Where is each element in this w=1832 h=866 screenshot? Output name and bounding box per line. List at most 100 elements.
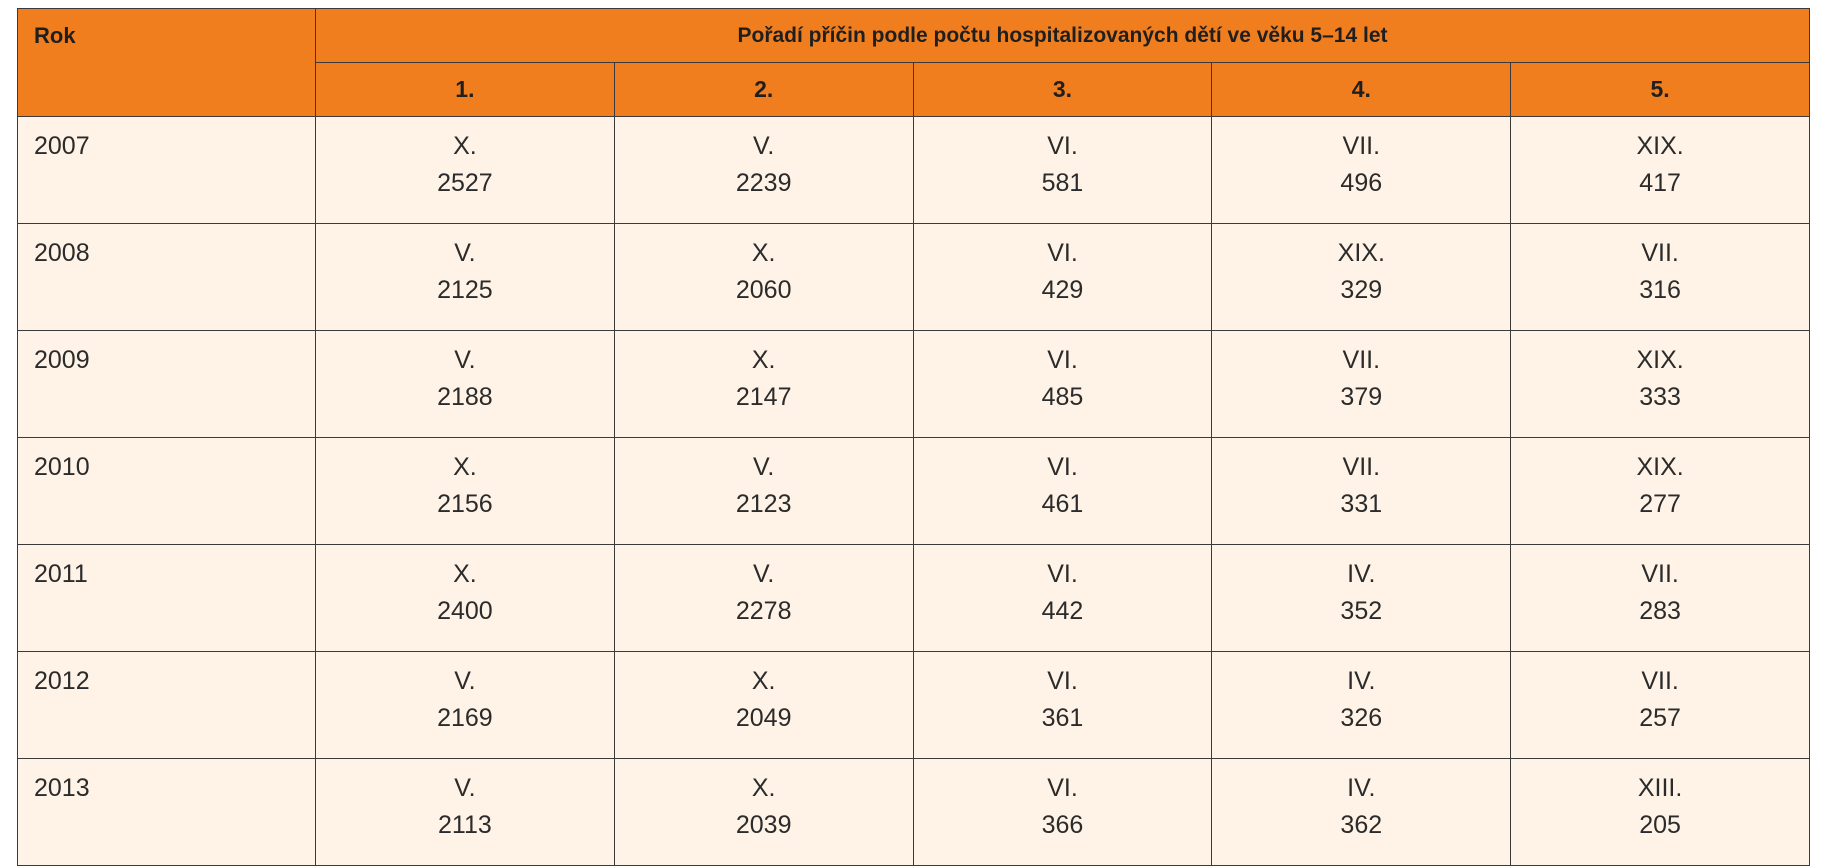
patient-count: 2156 — [437, 490, 493, 518]
hospitalization-causes-table: Rok Pořadí příčin podle počtu hospitaliz… — [17, 8, 1810, 866]
table-row: 2011 X. 2400 V. 2278 VI. 442 IV. 352 VII. 283 — [17, 544, 1810, 652]
rank-cell-1: V. 2188 — [315, 330, 615, 438]
cause-code: VII. — [1342, 346, 1381, 374]
year-cell: 2013 — [17, 758, 316, 866]
patient-count: 2060 — [735, 276, 792, 304]
cause-code: VI. — [1047, 560, 1078, 588]
patient-count: 496 — [1340, 169, 1383, 197]
rank-cell-3: VI. 461 — [912, 437, 1213, 545]
patient-count: 581 — [1041, 169, 1084, 197]
patient-count: 352 — [1340, 597, 1383, 625]
rank-cell-2: X. 2049 — [613, 651, 914, 759]
table-row: 2013 V. 2113 X. 2039 VI. 366 IV. 362 XIII. 205 — [17, 758, 1810, 866]
table-row: 2009 V. 2188 X. 2147 VI. 485 VII. 379 XIX. 333 — [17, 330, 1810, 438]
rank-header-5: 5. — [1510, 62, 1810, 117]
rank-cell-2: X. 2060 — [613, 223, 914, 331]
patient-count: 257 — [1639, 704, 1681, 732]
patient-count: 442 — [1041, 597, 1084, 625]
rank-cell-5: XIX. 333 — [1510, 330, 1810, 438]
patient-count: 326 — [1340, 704, 1383, 732]
year-cell: 2011 — [17, 544, 316, 652]
year-cell: 2010 — [17, 437, 316, 545]
header-row-group: Rok Pořadí příčin podle počtu hospitaliz… — [17, 8, 1810, 117]
cause-code: XIII. — [1637, 774, 1683, 802]
cause-code: V. — [454, 667, 476, 695]
cause-code: VII. — [1641, 560, 1679, 588]
patient-count: 2039 — [735, 811, 792, 839]
rank-cell-4: VII. 331 — [1211, 437, 1512, 545]
patient-count: 2123 — [735, 490, 792, 518]
patient-count: 2169 — [437, 704, 493, 732]
rank-cell-2: X. 2147 — [613, 330, 914, 438]
rank-cell-1: X. 2156 — [315, 437, 615, 545]
patient-count: 2527 — [437, 169, 493, 197]
table-row: 2012 V. 2169 X. 2049 VI. 361 IV. 326 VII. 257 — [17, 651, 1810, 759]
rank-header-1: 1. — [315, 62, 615, 117]
patient-count: 2113 — [438, 811, 492, 839]
cause-code: VI. — [1047, 239, 1078, 267]
rank-cell-5: XIII. 205 — [1510, 758, 1810, 866]
rank-cell-1: V. 2113 — [315, 758, 615, 866]
rank-cell-2: V. 2123 — [613, 437, 914, 545]
cause-code: VII. — [1342, 132, 1381, 160]
rank-cell-2: X. 2039 — [613, 758, 914, 866]
cause-code: XIX. — [1337, 239, 1385, 267]
patient-count: 379 — [1340, 383, 1383, 411]
year-cell: 2009 — [17, 330, 316, 438]
patient-count: 362 — [1340, 811, 1383, 839]
cause-code: V. — [454, 774, 476, 802]
cause-code: VI. — [1047, 453, 1078, 481]
cause-code: X. — [453, 453, 477, 481]
patient-count: 283 — [1639, 597, 1681, 625]
rank-cell-4: VII. 379 — [1211, 330, 1512, 438]
cause-code: XIX. — [1636, 453, 1684, 481]
patient-count: 2125 — [437, 276, 493, 304]
year-cell: 2007 — [17, 116, 316, 224]
patient-count: 461 — [1041, 490, 1084, 518]
cause-code: V. — [753, 132, 775, 160]
cause-code: X. — [751, 774, 776, 802]
table-header: Rok Pořadí příčin podle počtu hospitaliz… — [17, 8, 1810, 117]
cause-code: XIX. — [1636, 346, 1684, 374]
patient-count: 417 — [1639, 169, 1681, 197]
rank-cell-5: XIX. 417 — [1510, 116, 1810, 224]
table-body: 2007 X. 2527 V. 2239 VI. 581 VII. 496 XIX. 417 2008… — [17, 116, 1810, 866]
cause-code: V. — [753, 560, 775, 588]
cause-code: V. — [454, 239, 476, 267]
cause-code: VI. — [1047, 132, 1078, 160]
rank-header-3: 3. — [912, 62, 1213, 117]
rank-cell-5: VII. 316 — [1510, 223, 1810, 331]
year-cell: 2012 — [17, 651, 316, 759]
cause-code: VII. — [1641, 239, 1679, 267]
cause-code: VI. — [1047, 667, 1078, 695]
rank-cell-5: VII. 283 — [1510, 544, 1810, 652]
rank-cell-4: XIX. 329 — [1211, 223, 1512, 331]
rank-cell-3: VI. 366 — [912, 758, 1213, 866]
patient-count: 2188 — [437, 383, 493, 411]
rank-cell-3: VI. 485 — [912, 330, 1213, 438]
table-row: 2007 X. 2527 V. 2239 VI. 581 VII. 496 XIX. 417 — [17, 116, 1810, 224]
rank-cell-3: VI. 361 — [912, 651, 1213, 759]
cause-code: X. — [751, 667, 776, 695]
patient-count: 429 — [1041, 276, 1084, 304]
patient-count: 2147 — [735, 383, 792, 411]
rank-header-4: 4. — [1211, 62, 1512, 117]
cause-code: V. — [454, 346, 476, 374]
cause-code: VII. — [1342, 453, 1381, 481]
cause-code: X. — [751, 346, 776, 374]
cause-code: VI. — [1047, 346, 1078, 374]
patient-count: 2400 — [437, 597, 493, 625]
cause-code: VI. — [1047, 774, 1078, 802]
rank-header-2: 2. — [613, 62, 914, 117]
causes-group-header: Pořadí příčin podle počtu hospitalizovan… — [315, 8, 1810, 63]
cause-code: VII. — [1641, 667, 1679, 695]
patient-count: 205 — [1639, 811, 1681, 839]
header-row-ranks: 1. 2. 3. 4. 5. — [18, 62, 1810, 117]
patient-count: 316 — [1639, 276, 1681, 304]
rank-cell-3: VI. 429 — [912, 223, 1213, 331]
rank-cell-4: IV. 352 — [1211, 544, 1512, 652]
cause-code: V. — [753, 453, 775, 481]
cause-code: X. — [751, 239, 776, 267]
rank-cell-4: VII. 496 — [1211, 116, 1512, 224]
rank-cell-5: VII. 257 — [1510, 651, 1810, 759]
